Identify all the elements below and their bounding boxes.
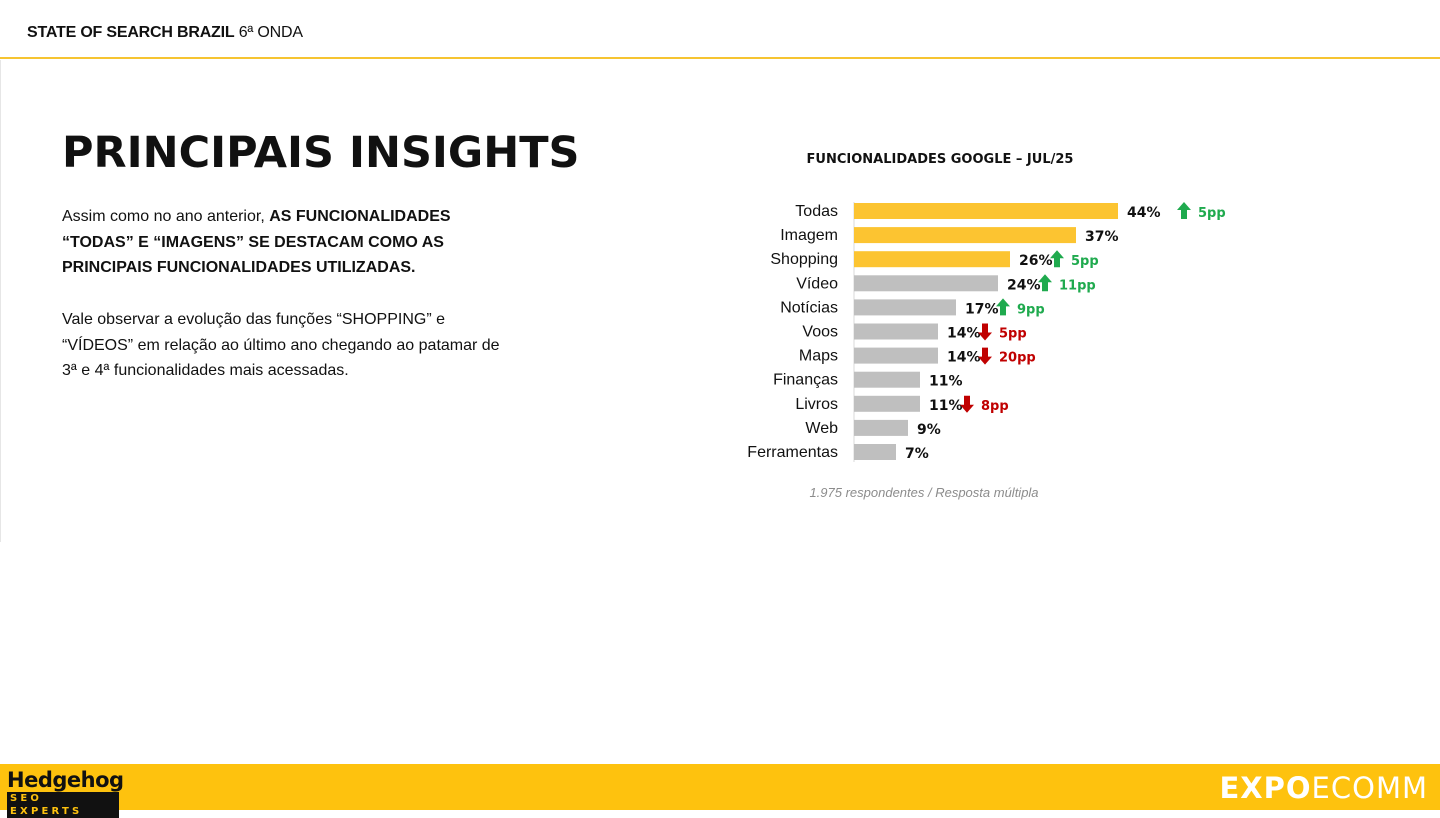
value-label-noticias: 17% [965,301,999,317]
header-bar: STATE OF SEARCH BRAZIL 6ª ONDA [0,0,1440,59]
value-label-web: 9% [917,422,941,438]
page-title: PRINCIPAIS INSIGHTS [62,128,580,178]
value-label-maps: 14% [947,350,981,366]
value-label-todas: 44% [1127,205,1161,221]
category-label-noticias: Notícias [780,299,838,316]
hedgehog-logo: Hedgehog SEO EXPERTS [7,769,125,818]
expoecomm-logo-b: ECOMM [1311,771,1428,805]
arrow-down-icon-voos [978,323,992,341]
arrow-up-icon-noticias [996,298,1010,316]
features-chart-svg: FUNCIONALIDADES GOOGLE – JUL/25 Todas 44%… [747,152,1226,500]
category-label-todas: Todas [795,203,838,220]
insight-1-intro: Assim como no ano anterior, [62,208,270,225]
arrow-down-icon-maps [978,347,992,365]
hedgehog-logo-tagline: SEO EXPERTS [7,792,119,818]
change-label-shopping: 5pp [1071,254,1099,269]
category-label-shopping: Shopping [770,251,838,268]
category-label-financas: Finanças [773,372,838,389]
insight-paragraph-1: Assim como no ano anterior, AS FUNCIONAL… [62,204,502,281]
value-label-imagem: 37% [1085,229,1119,245]
footer-bar: Hedgehog SEO EXPERTS EXPOECOMM [0,764,1440,818]
header-title-wave: 6ª ONDA [238,24,303,41]
change-label-noticias: 9pp [1017,302,1045,317]
value-label-livros: 11% [929,398,963,414]
change-label-maps: 20pp [999,351,1036,366]
category-label-livros: Livros [795,396,838,413]
bars-layer: Todas 44% 5pp Imagem 37% Shopping 26% 5pp Vídeo 2… [747,202,1226,462]
header-title-bold: STATE OF SEARCH BRAZIL [27,24,235,41]
value-label-voos: 14% [947,326,981,342]
arrow-down-icon-livros [960,395,974,413]
arrow-up-icon-todas [1177,202,1191,219]
category-label-maps: Maps [799,348,838,365]
arrow-up-icon-shopping [1050,250,1064,268]
chart-title: FUNCIONALIDADES GOOGLE – JUL/25 [807,152,1074,167]
bar-ferramentas [854,444,896,460]
bar-maps [854,347,938,364]
bar-shopping [854,251,1010,268]
insight-paragraph-2: Vale observar a evolução das funções “SH… [62,311,500,379]
hedgehog-logo-name: Hedgehog [7,768,124,792]
bar-web [854,419,908,436]
arrow-up-icon-video [1038,274,1052,292]
chart-note: 1.975 respondentes / Resposta múltipla [809,485,1038,500]
bar-imagem [854,227,1076,244]
category-label-ferramentas: Ferramentas [747,444,838,461]
change-label-video: 11pp [1059,278,1096,293]
bar-todas [854,203,1118,219]
header-title: STATE OF SEARCH BRAZIL 6ª ONDA [27,24,303,42]
category-label-video: Vídeo [796,275,838,292]
change-label-voos: 5pp [999,327,1027,342]
change-label-todas: 5pp [1198,206,1226,221]
bar-noticias [854,299,956,316]
expoecomm-logo-a: EXPO [1219,771,1312,805]
category-label-web: Web [805,420,838,437]
features-chart: FUNCIONALIDADES GOOGLE – JUL/25 Todas 44%… [700,140,1320,520]
value-label-ferramentas: 7% [905,446,929,462]
bar-financas [854,371,920,388]
value-label-video: 24% [1007,277,1041,293]
change-label-livros: 8pp [981,399,1009,414]
left-divider [0,60,1,542]
category-label-voos: Voos [802,324,838,341]
bar-voos [854,323,938,340]
expoecomm-logo: EXPOECOMM [1219,772,1428,804]
bar-video [854,275,998,292]
category-label-imagem: Imagem [780,227,838,244]
value-label-shopping: 26% [1019,253,1053,269]
bar-livros [854,395,920,412]
value-label-financas: 11% [929,374,963,390]
insight-1-highlight: AS FUNCIONALIDADES “TODAS” E “IMAGENS” S… [62,208,451,276]
